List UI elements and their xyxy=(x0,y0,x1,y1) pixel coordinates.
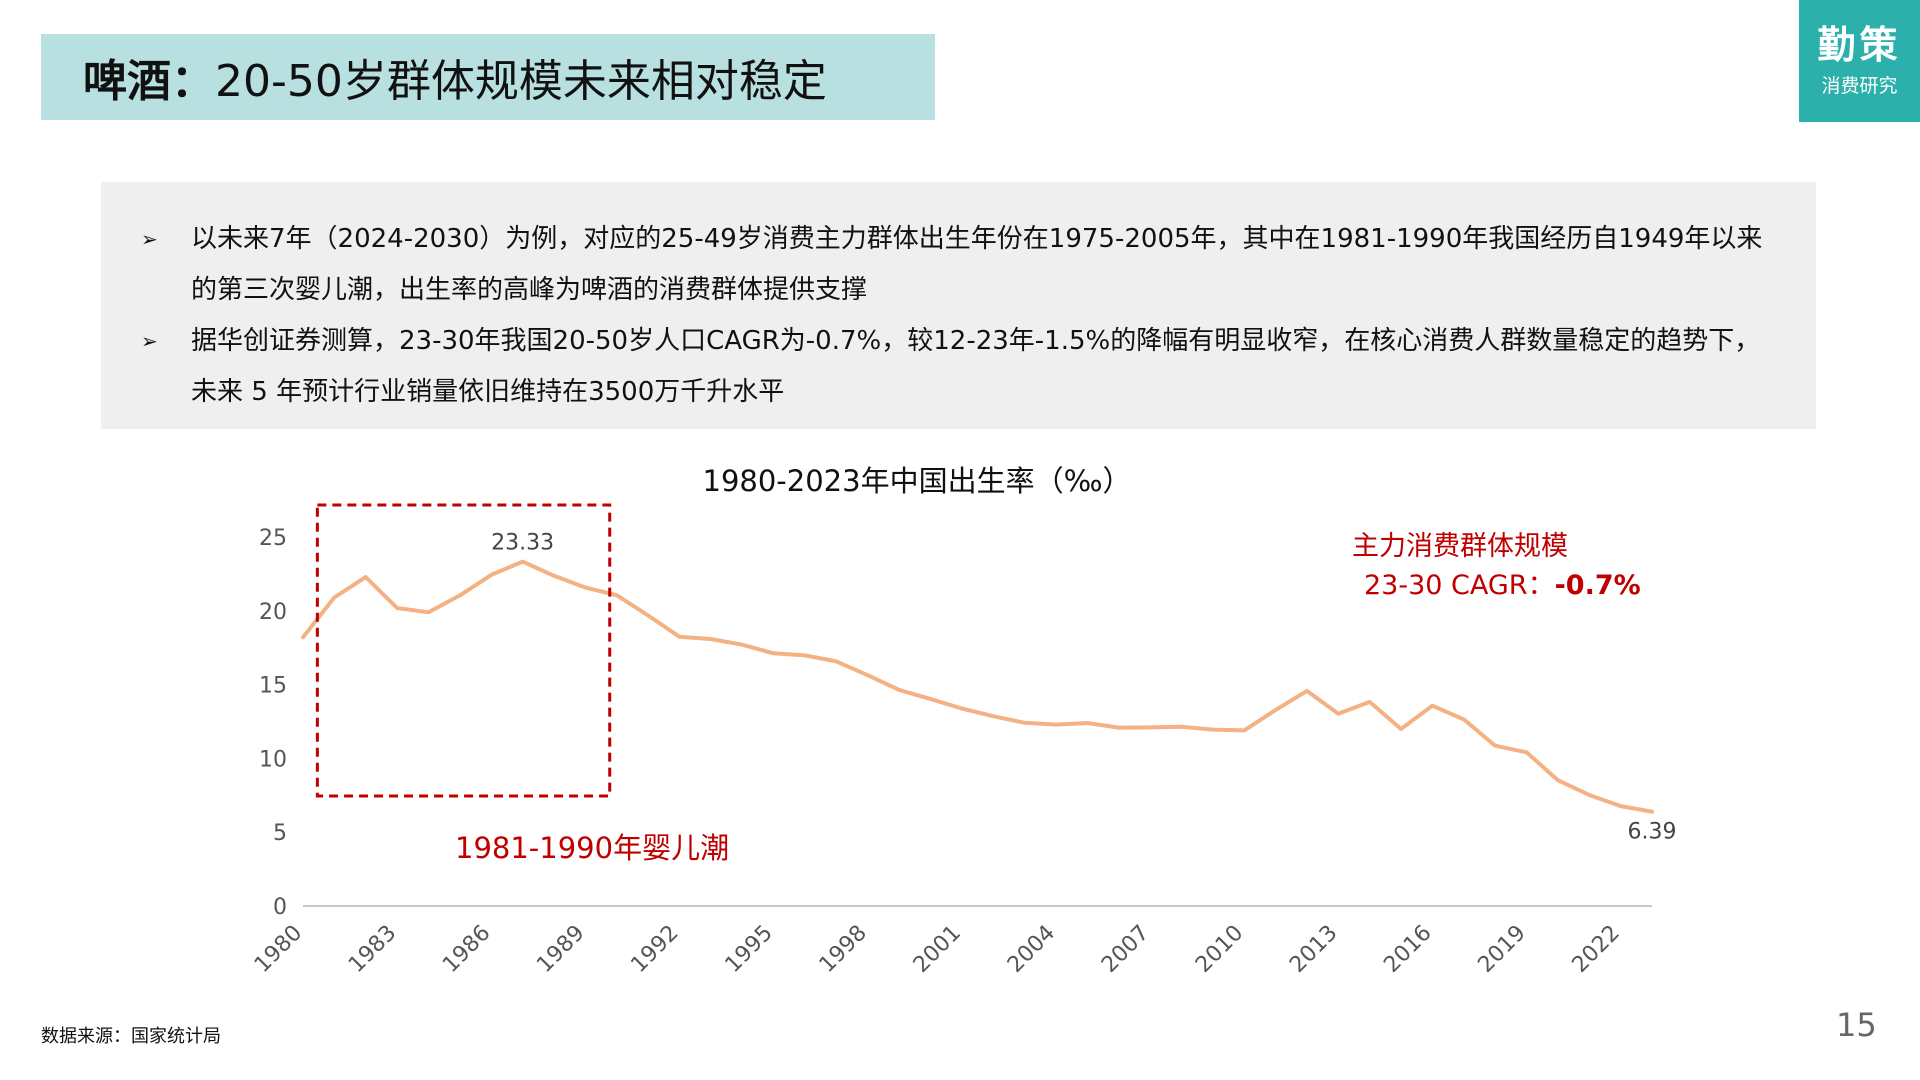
x-tick-label: 2019 xyxy=(1473,921,1530,978)
x-tick-label: 1998 xyxy=(815,921,872,978)
page-number: 15 xyxy=(1836,1006,1877,1044)
x-tick-label: 2001 xyxy=(909,921,966,978)
y-tick-label: 20 xyxy=(259,600,287,625)
summary-box: ➢ 以未来7年（2024-2030）为例，对应的25-49岁消费主力群体出生年份… xyxy=(101,182,1816,429)
y-tick-label: 0 xyxy=(273,895,287,920)
cagr-annotation-title: 主力消费群体规模 xyxy=(1352,531,1568,562)
arrow-bullet-icon: ➢ xyxy=(141,329,158,353)
chart-title: 1980-2023年中国出生率（‰） xyxy=(703,464,1132,498)
page-title-prefix: 啤酒： xyxy=(83,56,215,107)
x-tick-label: 2010 xyxy=(1191,921,1248,978)
baby-boom-box xyxy=(315,503,612,798)
x-tick-label: 1986 xyxy=(438,921,495,978)
summary-bullet-2: ➢ 据华创证券测算，23-30年我国20-50岁人口CAGR为-0.7%，较12… xyxy=(141,316,1776,418)
data-source: 数据来源：国家统计局 xyxy=(41,1026,221,1047)
brand-logo-sub: 消费研究 xyxy=(1821,75,1898,98)
y-tick-label: 25 xyxy=(259,526,287,551)
x-tick-label: 2013 xyxy=(1285,921,1342,978)
birth-rate-series xyxy=(301,559,1654,814)
x-tick-label: 1989 xyxy=(532,921,589,978)
data-labels: 23.33 6.39 xyxy=(491,531,1676,845)
data-label: 6.39 xyxy=(1628,820,1677,845)
x-tick-label: 1992 xyxy=(626,921,683,978)
baby-boom-label: 1981-1990年婴儿潮 xyxy=(455,831,729,865)
brand-logo: 勤策 消费研究 xyxy=(1799,0,1920,122)
cagr-annotation: 主力消费群体规模 23-30 CAGR：-0.7% xyxy=(1352,531,1641,601)
summary-bullet-text: 据华创证券测算，23-30年我国20-50岁人口CAGR为-0.7%，较12-2… xyxy=(191,326,1761,407)
x-tick-label: 2004 xyxy=(1003,921,1060,978)
x-tick-label: 2016 xyxy=(1379,921,1436,978)
baby-boom-highlight: 1981-1990年婴儿潮 xyxy=(315,503,729,865)
y-axis: 0 5 10 15 20 25 xyxy=(259,526,287,920)
data-label: 23.33 xyxy=(491,531,554,556)
page-title: 啤酒： 20-50岁群体规模未来相对稳定 xyxy=(41,34,935,120)
y-tick-label: 5 xyxy=(273,821,287,846)
y-tick-label: 10 xyxy=(259,747,287,772)
x-axis: 1980 1983 1986 1989 1992 1995 1998 2001 2004 2007… xyxy=(250,905,1652,978)
summary-bullet-1: ➢ 以未来7年（2024-2030）为例，对应的25-49岁消费主力群体出生年份… xyxy=(141,214,1776,316)
cagr-annotation-value: 23-30 CAGR：-0.7% xyxy=(1364,570,1641,601)
page-title-text: 20-50岁群体规模未来相对稳定 xyxy=(215,56,827,107)
x-tick-label: 1995 xyxy=(721,921,778,978)
summary-bullet-text: 以未来7年（2024-2030）为例，对应的25-49岁消费主力群体出生年份在1… xyxy=(191,224,1763,305)
x-tick-label: 1983 xyxy=(344,921,401,978)
x-tick-label: 2007 xyxy=(1097,921,1154,978)
birth-rate-line xyxy=(301,559,1654,814)
x-tick-label: 1980 xyxy=(250,921,307,978)
y-tick-label: 15 xyxy=(259,674,287,699)
x-tick-label: 2022 xyxy=(1568,921,1625,978)
brand-logo-main: 勤策 xyxy=(1817,21,1902,67)
arrow-bullet-icon: ➢ xyxy=(141,227,158,251)
